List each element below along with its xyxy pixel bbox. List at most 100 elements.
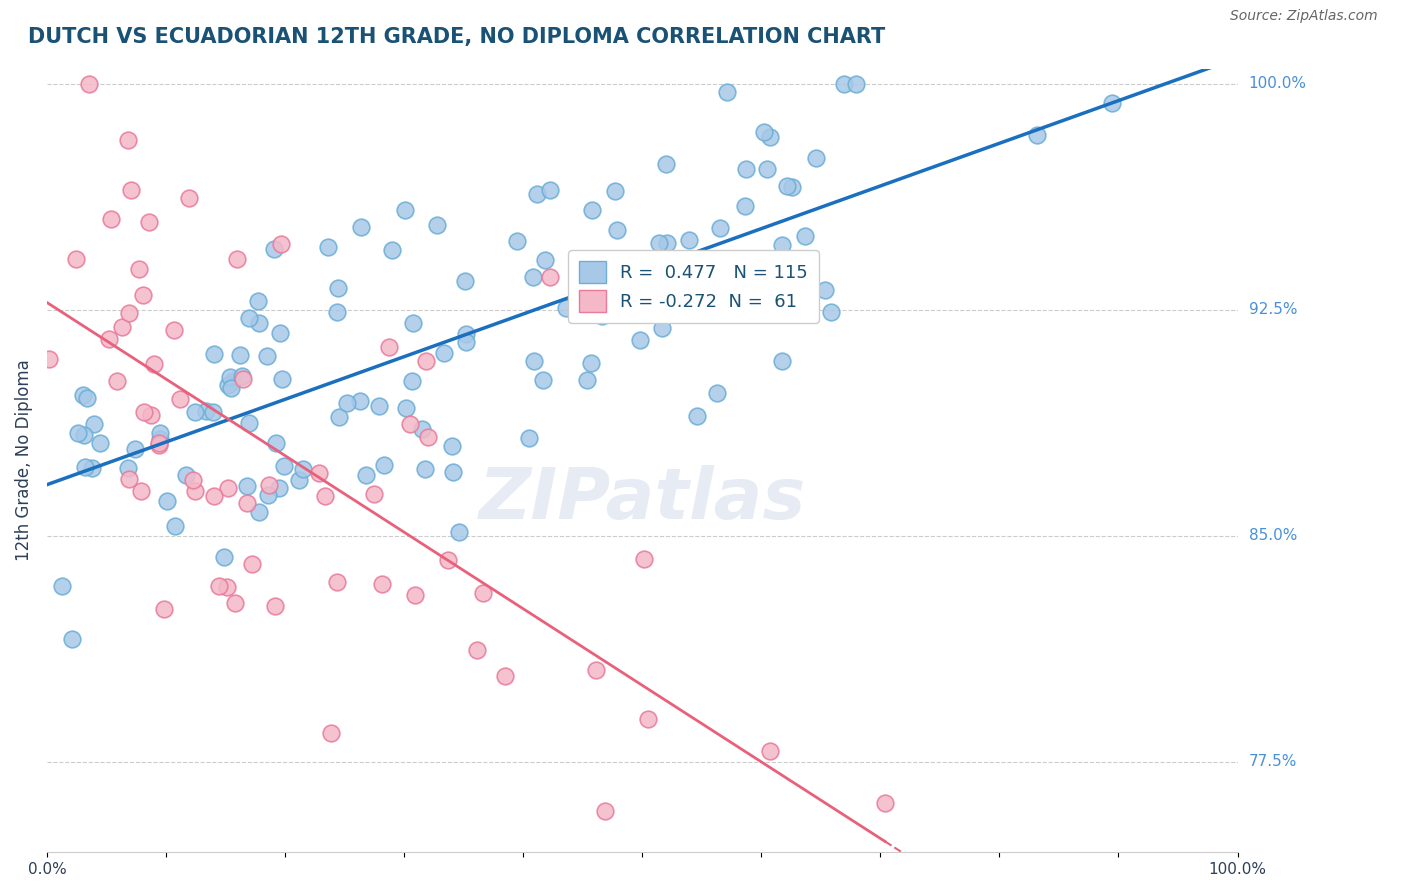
Point	[129, 483, 152, 498]
Point	[411, 421, 433, 435]
Point	[319, 725, 342, 739]
Point	[60, 632, 83, 646]
Point	[83, 417, 105, 431]
Point	[73, 427, 96, 442]
Text: 77.5%: 77.5%	[1249, 755, 1296, 769]
Point	[471, 586, 494, 600]
Point	[111, 320, 134, 334]
Point	[217, 481, 239, 495]
Point	[402, 317, 425, 331]
Point	[202, 347, 225, 361]
Point	[454, 326, 477, 341]
Point	[179, 191, 201, 205]
Point	[576, 373, 599, 387]
Point	[120, 183, 142, 197]
Point	[181, 474, 204, 488]
Point	[202, 489, 225, 503]
Point	[759, 130, 782, 145]
Point	[845, 77, 868, 91]
Point	[655, 235, 678, 250]
Point	[308, 467, 330, 481]
Point	[247, 316, 270, 330]
Point	[148, 436, 170, 450]
Point	[350, 220, 373, 235]
Point	[638, 278, 661, 293]
Point	[98, 332, 121, 346]
Point	[51, 579, 73, 593]
Point	[814, 283, 837, 297]
Point	[215, 580, 238, 594]
Point	[794, 229, 817, 244]
Point	[606, 222, 628, 236]
Point	[373, 458, 395, 472]
Point	[117, 132, 139, 146]
Point	[426, 218, 449, 232]
Point	[593, 804, 616, 818]
Point	[269, 326, 291, 340]
Point	[326, 280, 349, 294]
Text: DUTCH VS ECUADORIAN 12TH GRADE, NO DIPLOMA CORRELATION CHART: DUTCH VS ECUADORIAN 12TH GRADE, NO DIPLO…	[28, 27, 886, 46]
Point	[363, 486, 385, 500]
Point	[733, 293, 755, 308]
Point	[713, 281, 735, 295]
Point	[117, 460, 139, 475]
Point	[316, 240, 339, 254]
Point	[759, 279, 782, 293]
Point	[399, 417, 422, 432]
Text: 85.0%: 85.0%	[1249, 528, 1296, 543]
Text: Source: ZipAtlas.com: Source: ZipAtlas.com	[1230, 9, 1378, 23]
Point	[776, 179, 799, 194]
Point	[354, 467, 377, 482]
Point	[706, 386, 728, 401]
Point	[217, 378, 239, 392]
Point	[208, 579, 231, 593]
Point	[273, 458, 295, 473]
Point	[371, 576, 394, 591]
Point	[169, 392, 191, 406]
Point	[224, 596, 246, 610]
Point	[554, 301, 576, 316]
Point	[134, 405, 156, 419]
Point	[755, 161, 778, 176]
Point	[678, 234, 700, 248]
Point	[148, 437, 170, 451]
Point	[770, 354, 793, 368]
Point	[72, 387, 94, 401]
Point	[80, 461, 103, 475]
Point	[581, 355, 603, 369]
Point	[264, 436, 287, 450]
Point	[287, 473, 309, 487]
Point	[734, 199, 756, 213]
Point	[770, 237, 793, 252]
Point	[591, 309, 613, 323]
Point	[257, 488, 280, 502]
Point	[519, 431, 541, 445]
Point	[132, 288, 155, 302]
Point	[413, 462, 436, 476]
Point	[117, 472, 139, 486]
Point	[494, 669, 516, 683]
Point	[219, 370, 242, 384]
Point	[66, 426, 89, 441]
Point	[686, 409, 709, 423]
Y-axis label: 12th Grade, No Diploma: 12th Grade, No Diploma	[15, 359, 32, 561]
Point	[394, 401, 416, 415]
Point	[76, 391, 98, 405]
Point	[534, 253, 557, 268]
Point	[648, 235, 671, 250]
Text: 100.0%: 100.0%	[1249, 76, 1306, 91]
Point	[139, 408, 162, 422]
Point	[143, 357, 166, 371]
Point	[449, 525, 471, 540]
Point	[709, 221, 731, 235]
Point	[380, 243, 402, 257]
Point	[326, 304, 349, 318]
Point	[1101, 96, 1123, 111]
Text: 92.5%: 92.5%	[1249, 302, 1298, 318]
Point	[416, 430, 439, 444]
Point	[222, 374, 245, 388]
Point	[326, 574, 349, 589]
Point	[804, 151, 827, 165]
Point	[259, 477, 281, 491]
Point	[89, 436, 111, 450]
